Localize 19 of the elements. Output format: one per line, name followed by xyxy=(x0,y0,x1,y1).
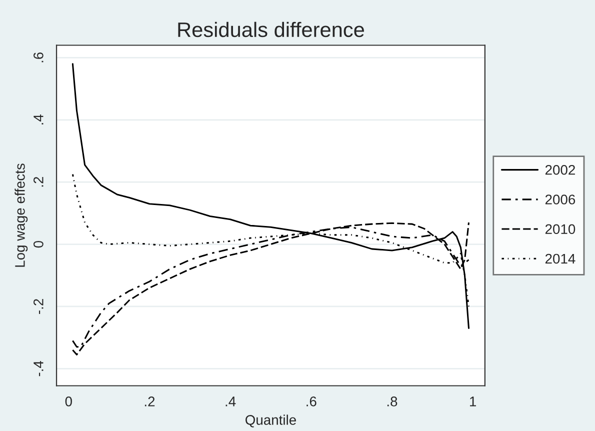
legend-label: 2014 xyxy=(545,254,576,264)
x-tick-label: .6 xyxy=(306,396,316,406)
x-tick-label: .4 xyxy=(226,396,236,406)
x-tick-label: 0 xyxy=(65,396,72,406)
y-tick-label: -.4 xyxy=(34,360,44,376)
chart-title: Residuals difference xyxy=(178,22,364,38)
x-tick-label: 1 xyxy=(470,396,476,406)
y-tick-label: .2 xyxy=(34,176,44,187)
x-tick-label: .8 xyxy=(387,396,398,406)
legend-label: 2010 xyxy=(545,224,576,234)
x-tick-label: .2 xyxy=(144,396,155,406)
legend-label: 2006 xyxy=(545,194,576,204)
y-tick-label: 0 xyxy=(34,240,44,248)
y-tick-label: -.2 xyxy=(34,299,44,314)
y-tick-label: .4 xyxy=(34,114,44,124)
legend-label: 2002 xyxy=(545,164,575,175)
x-axis-title: Quantile xyxy=(246,414,296,428)
y-tick-label: .6 xyxy=(34,52,44,62)
y-axis-title: Log wage effects xyxy=(14,164,28,267)
